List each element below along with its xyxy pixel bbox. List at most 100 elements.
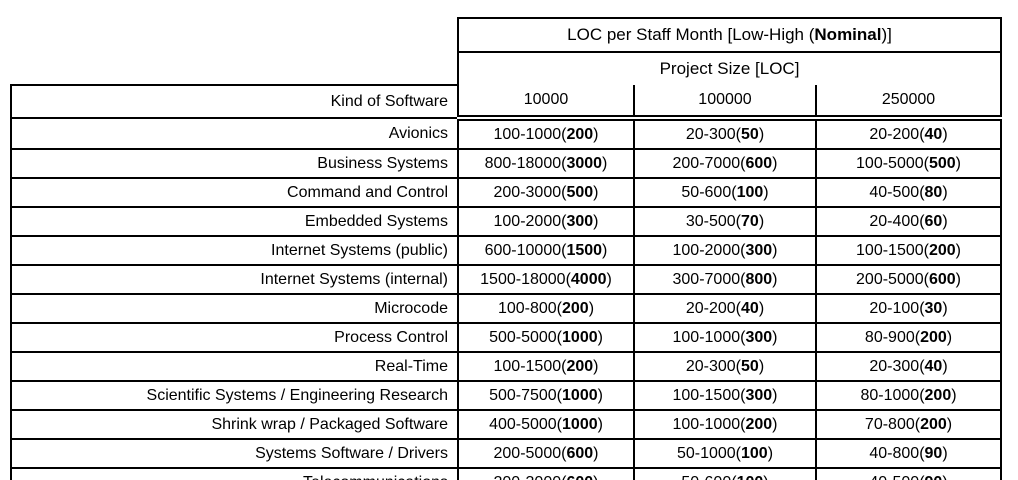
size-column-header-100000: 100000 [633,85,817,121]
range-text: 40-800( [869,444,925,462]
nominal-value: 40 [741,299,759,317]
range-text: 50-1000( [676,444,741,462]
range-text: 40-500( [869,474,924,480]
range-text: 40-500( [869,183,925,201]
range-text: 20-300( [685,357,742,375]
nominal-value: 1500 [566,241,603,259]
loc-range-cell: 400-5000(1000) [457,409,635,440]
range-close: ) [758,299,765,317]
range-text: 200-3000( [494,474,567,480]
loc-range-cell: 1500-18000(4000) [457,264,635,295]
range-text: 500-5000( [489,328,563,346]
table-row: Shrink wrap / Packaged Software 400-5000(… [10,409,1003,440]
blank-corner [11,18,458,52]
range-text: 20-200( [869,125,925,143]
range-text: 100-800( [497,299,562,317]
kind-of-software-cell: Embedded Systems [10,206,459,237]
loc-range-cell: 200-5000(600) [457,438,635,469]
range-text: 400-5000( [489,415,563,433]
table-row: Embedded Systems 100-2000(300) 30-500(70) 2… [10,206,1003,237]
nominal-value: 200 [928,241,956,259]
loc-range-cell: 100-2000(300) [457,206,635,237]
range-text: 30-500( [685,212,742,230]
nominal-value: 90 [924,444,943,462]
range-text: 80-1000( [860,386,925,404]
range-text: 50-600( [681,183,737,201]
loc-range-cell: 800-18000(3000) [457,148,635,179]
range-close: ) [772,241,778,259]
range-text: 100-1000( [672,415,746,433]
range-text: 100-2000( [672,241,746,259]
range-text: 800-18000( [484,154,567,172]
range-close: ) [946,328,953,346]
nominal-value: 40 [924,125,943,143]
range-close: ) [758,212,765,230]
loc-range-cell: 100-1500(200) [457,351,635,382]
kind-of-software-cell: Telecommunications [10,467,459,480]
kind-of-software-cell: Internet Systems (internal) [10,264,459,295]
nominal-value: 1000 [562,415,598,433]
range-text: 80-900( [864,328,921,346]
range-close: ) [772,328,778,346]
range-close: ) [942,212,948,230]
range-text: 20-400( [869,212,925,230]
range-close: ) [942,357,948,375]
range-close: ) [602,241,608,259]
nominal-value: 70 [741,212,759,230]
range-close: ) [955,154,961,172]
range-close: ) [593,125,599,143]
nominal-value: 300 [566,212,594,230]
range-close: ) [593,357,599,375]
kind-of-software-cell: Command and Control [10,177,459,208]
range-close: ) [593,183,599,201]
nominal-value: 300 [745,328,773,346]
kind-of-software-cell: Systems Software / Drivers [10,438,459,469]
range-close: ) [593,474,598,480]
table-row: Avionics 100-1000(200) 20-300(50) 20-200(40… [10,117,1003,150]
range-close: ) [593,212,599,230]
nominal-value: 100 [736,183,764,201]
range-text: 200-7000( [672,154,746,172]
range-text: 100-1000( [672,328,746,346]
range-close: ) [758,357,765,375]
table-row: Process Control 500-5000(1000) 100-1000(30… [10,322,1003,353]
kind-of-software-cell: Business Systems [10,148,459,179]
range-text: 20-300( [869,357,925,375]
title-nominal-bold: Nominal [814,24,882,44]
range-text: 20-300( [685,125,742,143]
title-prefix: LOC per Staff Month [Low-High ( [567,24,815,44]
range-close: ) [942,183,948,201]
loc-range-cell: 70-800(200) [814,409,1003,440]
nominal-value: 30 [924,299,943,317]
range-text: 200-3000( [493,183,567,201]
range-close: ) [758,125,765,143]
nominal-value: 200 [920,415,947,433]
table-row: Business Systems 800-18000(3000) 200-7000(… [10,148,1003,179]
kind-of-software-cell: Internet Systems (public) [10,235,459,266]
range-close: ) [763,183,769,201]
range-text: 70-800( [864,415,921,433]
range-close: ) [593,444,599,462]
nominal-value: 500 [928,154,956,172]
nominal-value: 4000 [570,270,607,288]
nominal-value: 1000 [562,386,598,404]
loc-range-cell: 40-800(90) [814,438,1003,469]
range-text: 600-10000( [484,241,567,259]
nominal-value: 600 [566,474,593,480]
loc-range-cell: 100-1500(300) [633,380,817,411]
loc-range-cell: 50-1000(100) [633,438,817,469]
loc-range-cell: 50-600(100) [633,467,817,480]
nominal-value: 200 [562,299,589,317]
loc-range-cell: 20-400(60) [814,206,1003,237]
range-text: 200-5000( [856,270,929,288]
loc-range-cell: 100-2000(300) [633,235,817,266]
range-close: ) [942,299,948,317]
kind-of-software-cell: Process Control [10,322,459,353]
loc-range-cell: 20-200(40) [633,293,817,324]
loc-range-cell: 100-1000(200) [633,409,817,440]
range-text: 100-1000( [493,125,567,143]
range-close: ) [772,154,778,172]
nominal-value: 200 [920,328,947,346]
nominal-value: 200 [566,357,594,375]
nominal-value: 600 [928,270,956,288]
